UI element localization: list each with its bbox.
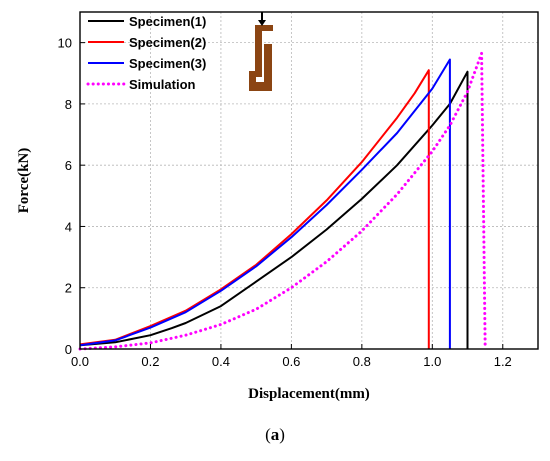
y-tick-label: 2 [65,281,72,296]
y-tick-label: 8 [65,97,72,112]
y-tick-label: 10 [58,36,72,51]
figure-caption: (a) [265,425,285,444]
series-line-3 [79,58,451,349]
series-lines [78,51,487,351]
x-tick-label: 0.6 [282,354,300,369]
y-tick-label: 6 [65,158,72,173]
legend-label: Specimen(2) [129,35,206,50]
x-tick-label: 0.4 [212,354,230,369]
x-tick-label: 0.0 [71,354,89,369]
x-tick-label: 0.2 [141,354,159,369]
plot-frame [79,11,539,350]
specimen-schematic-icon [249,12,273,91]
y-tick-label: 0 [65,342,72,357]
x-tick-label: 1.0 [423,354,441,369]
legend-label: Specimen(1) [129,14,206,29]
x-tick-label: 0.8 [353,354,371,369]
y-tick-label: 4 [65,219,72,234]
series-line-2 [79,69,430,349]
series-line-1 [79,70,469,349]
x-axis-title: Displacement(mm) [248,386,370,402]
grid-lines [79,12,538,350]
legend-label: Specimen(3) [129,56,206,71]
legend: Specimen(1) Specimen(2) Specimen(3) Simulat… [86,14,206,92]
series-line-4 [78,51,487,351]
y-axis-title: Force(kN) [16,148,32,214]
axis-ticks: 0.0 0.2 0.4 0.6 0.8 1.0 1.2 0 2 4 6 8 10 [58,36,512,369]
legend-label: Simulation [129,77,196,92]
x-tick-label: 1.2 [494,354,512,369]
